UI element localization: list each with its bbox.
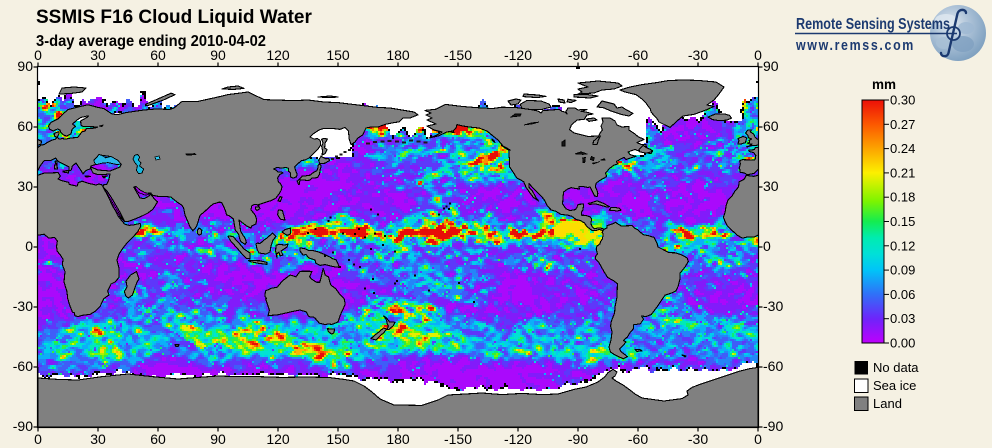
svg-text:No data: No data xyxy=(873,360,919,375)
svg-text:30: 30 xyxy=(90,47,106,63)
svg-text:150: 150 xyxy=(326,47,350,63)
svg-text:-60: -60 xyxy=(763,358,783,374)
svg-text:www.remss.com: www.remss.com xyxy=(795,37,915,54)
svg-text:0.00: 0.00 xyxy=(890,336,915,351)
svg-text:0.27: 0.27 xyxy=(890,117,915,132)
svg-text:Remote Sensing Systems: Remote Sensing Systems xyxy=(796,16,950,33)
svg-text:mm: mm xyxy=(872,77,896,92)
svg-text:Sea ice: Sea ice xyxy=(873,378,916,393)
svg-text:0.18: 0.18 xyxy=(890,190,915,205)
svg-text:30: 30 xyxy=(90,431,106,447)
svg-text:180: 180 xyxy=(386,431,410,447)
svg-text:-30: -30 xyxy=(13,298,33,314)
svg-text:SSMIS F16 Cloud Liquid Water: SSMIS F16 Cloud Liquid Water xyxy=(36,7,312,28)
svg-text:60: 60 xyxy=(763,118,779,134)
svg-text:0.06: 0.06 xyxy=(890,287,915,302)
svg-text:150: 150 xyxy=(326,431,350,447)
svg-text:0: 0 xyxy=(34,431,42,447)
svg-text:0.12: 0.12 xyxy=(890,238,915,253)
svg-text:Land: Land xyxy=(873,396,902,411)
svg-text:0.21: 0.21 xyxy=(890,165,915,180)
svg-text:0.30: 0.30 xyxy=(890,93,915,108)
svg-text:-30: -30 xyxy=(688,431,708,447)
svg-text:3-day average ending 2010-04-0: 3-day average ending 2010-04-02 xyxy=(36,33,266,50)
svg-text:120: 120 xyxy=(266,431,290,447)
svg-text:0: 0 xyxy=(25,238,33,254)
svg-text:60: 60 xyxy=(150,47,166,63)
svg-text:-120: -120 xyxy=(504,47,532,63)
svg-text:30: 30 xyxy=(763,178,779,194)
svg-text:0.03: 0.03 xyxy=(890,311,915,326)
svg-text:0: 0 xyxy=(763,238,771,254)
svg-text:-150: -150 xyxy=(444,431,472,447)
svg-text:0: 0 xyxy=(754,47,762,63)
svg-text:60: 60 xyxy=(150,431,166,447)
svg-text:0.15: 0.15 xyxy=(890,214,915,229)
svg-text:90: 90 xyxy=(210,47,226,63)
svg-text:90: 90 xyxy=(210,431,226,447)
svg-text:0.09: 0.09 xyxy=(890,263,915,278)
svg-text:-120: -120 xyxy=(504,431,532,447)
svg-text:-60: -60 xyxy=(628,431,648,447)
svg-text:-60: -60 xyxy=(13,358,33,374)
svg-text:60: 60 xyxy=(17,118,33,134)
svg-text:180: 180 xyxy=(386,47,410,63)
svg-text:-90: -90 xyxy=(568,47,588,63)
svg-text:-150: -150 xyxy=(444,47,472,63)
svg-text:30: 30 xyxy=(17,178,33,194)
svg-text:0: 0 xyxy=(754,431,762,447)
svg-text:90: 90 xyxy=(17,58,33,74)
svg-text:120: 120 xyxy=(266,47,290,63)
svg-text:-60: -60 xyxy=(628,47,648,63)
svg-text:-90: -90 xyxy=(763,418,783,434)
svg-text:-30: -30 xyxy=(688,47,708,63)
svg-text:0: 0 xyxy=(34,47,42,63)
svg-text:-90: -90 xyxy=(13,418,33,434)
svg-text:-30: -30 xyxy=(763,298,783,314)
svg-text:-90: -90 xyxy=(568,431,588,447)
svg-text:0.24: 0.24 xyxy=(890,141,915,156)
svg-text:90: 90 xyxy=(763,58,779,74)
